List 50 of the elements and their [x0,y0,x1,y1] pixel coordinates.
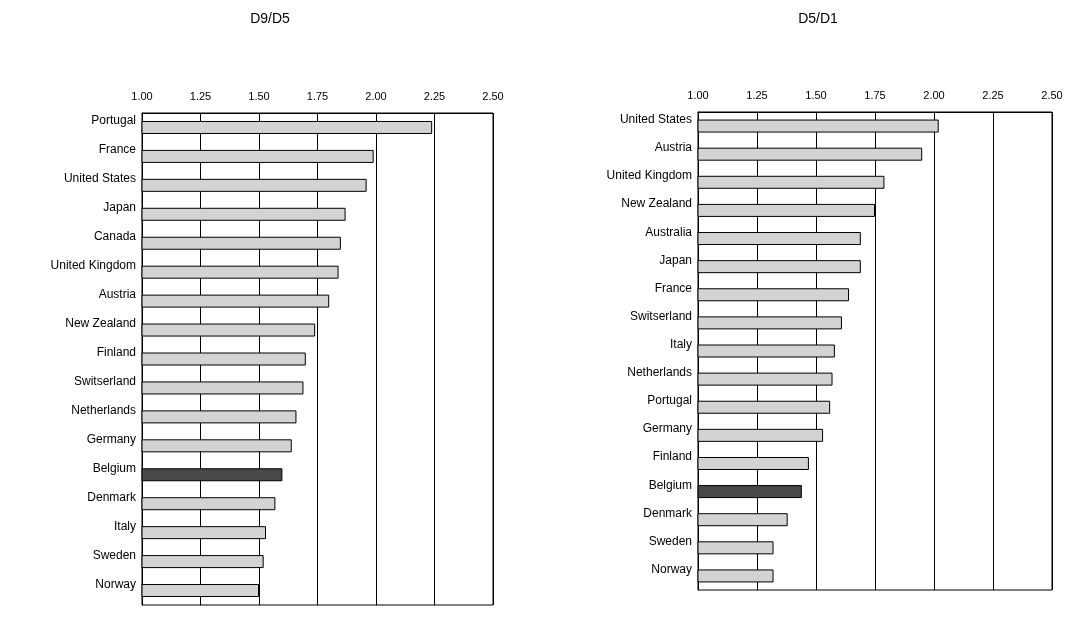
y-tick-label: Austria [98,287,137,302]
x-tick-label: 1.75 [306,89,329,102]
x-tick-label: 2.50 [1041,88,1063,101]
y-tick-label: United States [63,171,136,186]
y-tick-label: Netherlands [71,402,136,417]
y-tick-label: Austria [654,140,693,155]
y-tick-label: Sweden [648,533,692,548]
x-tick-label: 1.50 [248,89,270,102]
y-tick-label: Denmark [87,489,137,504]
x-tick-label: 2.25 [982,88,1004,101]
y-tick-label: Finland [96,345,136,359]
y-tick-label: Japan [103,200,136,215]
y-tick-label: United Kingdom [50,258,136,273]
x-tick-label: 2.25 [423,89,446,102]
y-tick-label: Australia [645,224,693,239]
x-tick-label: 1.00 [687,88,709,101]
y-tick-label: New Zealand [65,316,136,331]
y-tick-label: Portugal [91,113,136,128]
y-tick-label: Belgium [92,460,136,475]
y-tick-label: France [654,280,693,295]
chart-title: D5/D1 [798,10,839,26]
chart-title: D9/D5 [250,10,291,26]
y-tick-label: Germany [642,421,692,436]
x-tick-label: 1.25 [746,88,768,101]
x-tick-label: 1.75 [864,88,886,101]
y-tick-label: Belgium [648,477,692,492]
x-tick-label: 1.50 [805,88,827,101]
y-tick-label: Italy [669,337,692,351]
y-tick-label: Portugal [647,393,692,408]
x-tick-label: 1.00 [131,89,153,102]
y-tick-label: Germany [86,431,136,446]
y-tick-label: Sweden [92,547,136,562]
y-tick-label: Norway [95,576,136,591]
y-tick-label: United Kingdom [606,168,692,183]
y-tick-label: New Zealand [621,196,692,211]
x-tick-label: 2.50 [482,89,504,102]
y-tick-label: Norway [651,561,692,576]
x-tick-label: 1.25 [189,89,212,102]
x-tick-label: 2.00 [923,88,945,101]
y-tick-label: Italy [113,518,136,533]
y-tick-label: Finland [652,449,692,464]
y-tick-label: United States [619,112,692,127]
y-tick-label: Canada [93,229,137,244]
x-tick-label: 2.00 [365,89,387,102]
y-tick-label: Switserland [73,373,136,388]
y-tick-label: Switserland [629,308,692,323]
y-tick-label: Netherlands [627,365,692,380]
y-tick-label: France [98,142,137,157]
y-tick-label: Denmark [643,505,693,520]
y-tick-label: Japan [659,252,692,267]
